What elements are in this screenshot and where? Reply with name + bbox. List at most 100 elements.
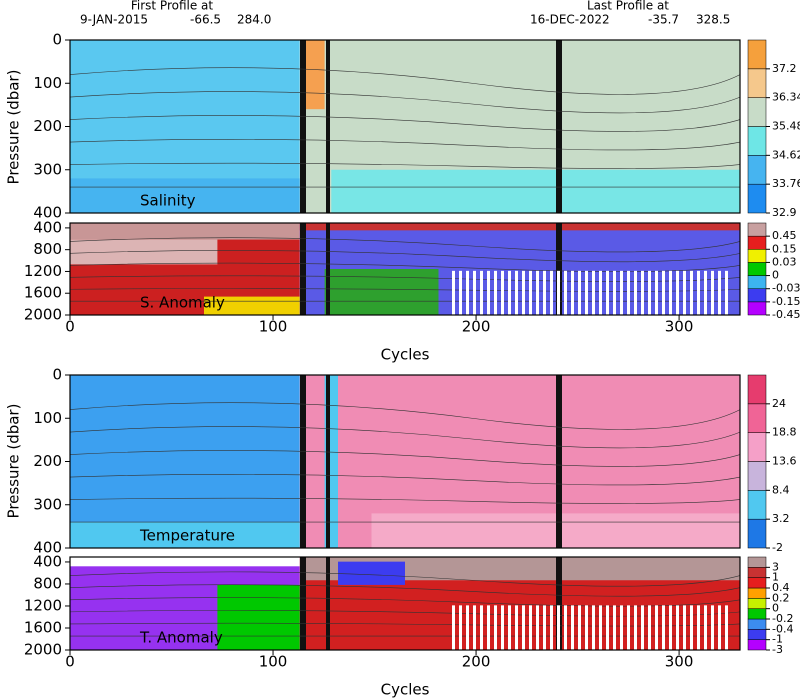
colorbar-band [747, 461, 767, 491]
data-gap [326, 223, 330, 315]
colorbar-label: 0.45 [772, 229, 797, 242]
contour [69, 91, 741, 114]
missing-bar [452, 270, 455, 315]
y-tick-label: 100 [33, 409, 62, 427]
colorbar-band [747, 155, 767, 185]
contour [69, 426, 741, 449]
x-tick-label: 0 [65, 318, 75, 336]
missing-bar [529, 605, 532, 650]
missing-bar [711, 270, 714, 315]
colorbar-band [747, 39, 767, 70]
x-axis-label: Cycles [381, 346, 430, 364]
colorbar-label: 37.2 [772, 62, 797, 75]
missing-bar [466, 270, 469, 315]
missing-bar [585, 270, 588, 315]
y-tick-label: 800 [33, 240, 62, 258]
missing-bar [662, 605, 665, 650]
last-date: 16-DEC-2022 [530, 13, 610, 27]
y-tick-label: 400 [33, 539, 62, 557]
missing-bar [494, 270, 497, 315]
field [70, 375, 300, 548]
plot-frame [69, 556, 741, 651]
colorbar-band [747, 490, 767, 520]
colorbar-label: 0.4 [772, 581, 790, 594]
colorbar-band [747, 288, 767, 303]
y-tick-label: 400 [33, 218, 62, 236]
last-lon: 328.5 [696, 13, 730, 27]
missing-bar [585, 605, 588, 650]
colorbar-label: 8.4 [772, 483, 790, 496]
panel [69, 375, 741, 548]
missing-bar [578, 605, 581, 650]
field [70, 557, 300, 567]
missing-bar [536, 270, 539, 315]
missing-bar [501, 270, 504, 315]
colorbar-label: 0.2 [772, 591, 790, 604]
colorbar-label: -3 [772, 643, 783, 656]
contour [69, 450, 741, 467]
missing-bar [613, 605, 616, 650]
data-gap [300, 557, 306, 650]
data-gap [556, 223, 562, 315]
field [70, 223, 300, 240]
missing-bar [515, 270, 518, 315]
missing-bar [550, 270, 553, 315]
last-label: Last Profile at [587, 0, 669, 13]
y-tick-label: 2000 [24, 306, 62, 324]
missing-bar [473, 605, 476, 650]
contour [69, 115, 741, 132]
x-tick-label: 300 [665, 653, 694, 671]
y-axis-label: Pressure (dbar) [5, 70, 23, 185]
missing-bar [634, 605, 637, 650]
colorbar-label: 0.15 [772, 242, 797, 255]
field [371, 513, 740, 548]
missing-bar [690, 605, 693, 650]
colorbar-label: 0 [772, 269, 779, 282]
colorbar-band [747, 183, 767, 214]
colorbar-band [747, 126, 767, 156]
missing-bar [655, 605, 658, 650]
colorbar-band [747, 262, 767, 276]
missing-bar [697, 605, 700, 650]
missing-bar [459, 605, 462, 650]
y-tick-label: 2000 [24, 641, 62, 659]
field [304, 40, 325, 110]
field [331, 169, 740, 213]
panel-label: Temperature [139, 527, 235, 545]
data-gap [556, 375, 562, 548]
y-tick-label: 1200 [24, 262, 62, 280]
missing-bar [571, 605, 574, 650]
colorbar-band [747, 301, 767, 316]
colorbar-band [747, 97, 767, 127]
first-date: 9-JAN-2015 [80, 13, 148, 27]
colorbar-band [747, 222, 767, 237]
missing-bar [648, 270, 651, 315]
colorbar-label: 13.6 [772, 455, 797, 468]
missing-bar [557, 605, 560, 650]
data-gap [556, 40, 562, 213]
missing-bar [697, 270, 700, 315]
x-tick-label: 200 [462, 318, 491, 336]
x-tick-label: 200 [462, 653, 491, 671]
missing-bar [711, 605, 714, 650]
missing-bar [459, 270, 462, 315]
colorbar-band [747, 567, 767, 578]
field [299, 223, 740, 231]
colorbar-band [747, 577, 767, 589]
missing-bar [718, 270, 721, 315]
colorbar-band [747, 249, 767, 263]
missing-bar [641, 270, 644, 315]
colorbar-label: 32.9 [772, 206, 797, 219]
y-tick-label: 200 [33, 117, 62, 135]
colorbar-band [747, 639, 767, 651]
missing-bar [487, 605, 490, 650]
colorbar-label: -0.03 [772, 282, 800, 295]
contour [69, 584, 741, 597]
missing-bar [508, 270, 511, 315]
contour [69, 571, 741, 587]
x-axis-label: Cycles [381, 681, 430, 699]
missing-bar [683, 605, 686, 650]
missing-bar [550, 605, 553, 650]
missing-bar [676, 270, 679, 315]
colorbar-band [747, 608, 767, 620]
